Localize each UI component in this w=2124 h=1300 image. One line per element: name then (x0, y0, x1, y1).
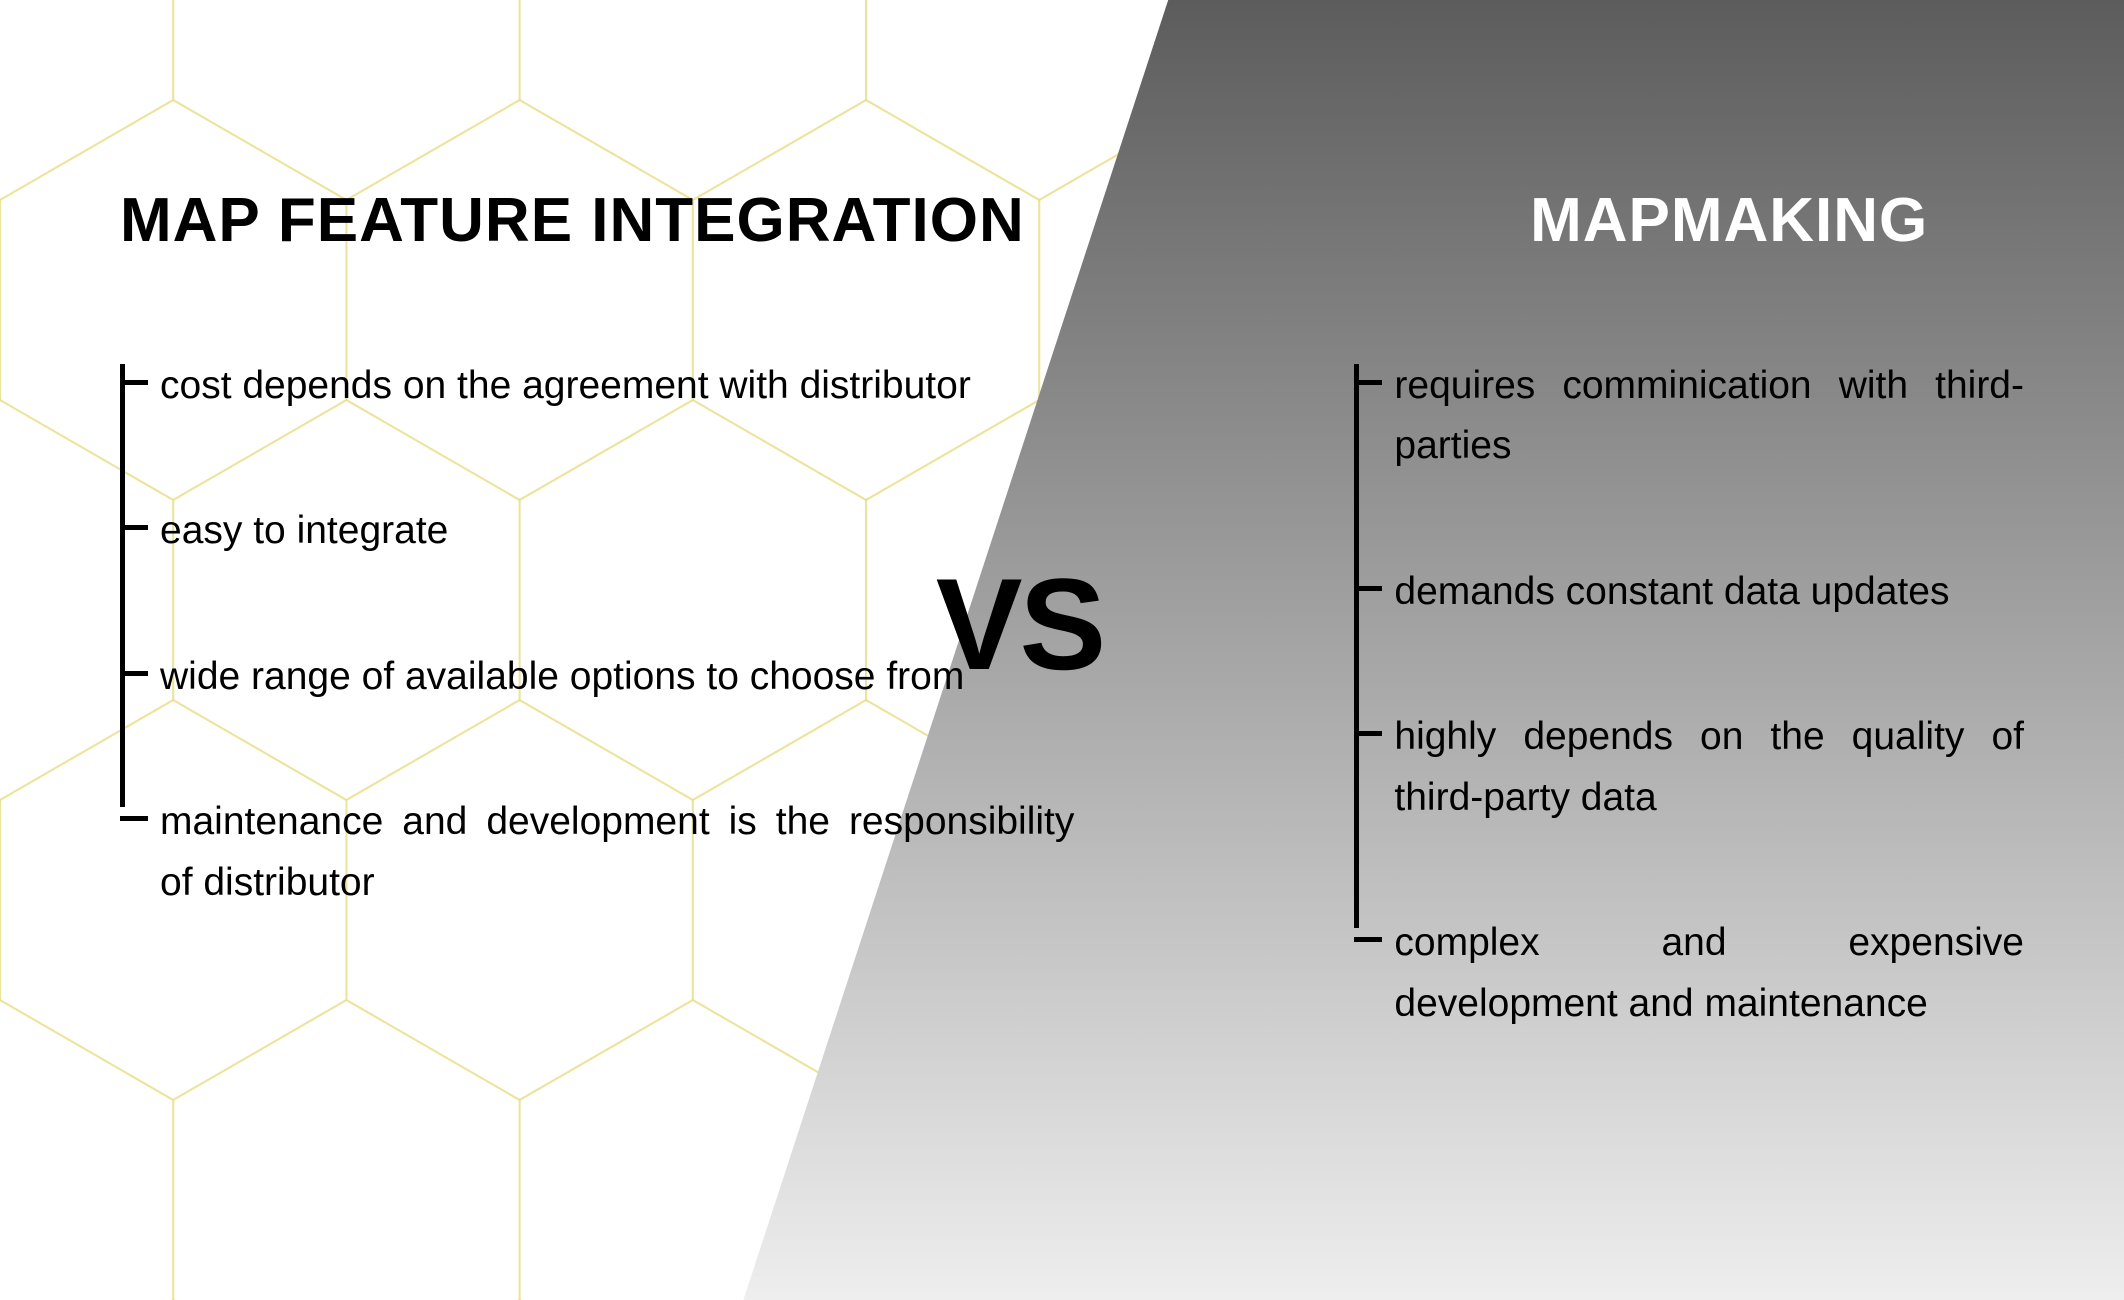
comparison-item: requires comminication with third-partie… (1394, 356, 2024, 477)
left-title: MAP FEATURE INTEGRATION (120, 185, 1074, 256)
comparison-container: MAP FEATURE INTEGRATION cost depends on … (0, 0, 2124, 1300)
comparison-item: cost depends on the agreement with distr… (160, 356, 1074, 416)
comparison-item: demands constant data updates (1394, 562, 2024, 622)
right-title: MAPMAKING (1434, 185, 2024, 256)
right-panel: MAPMAKING requires comminication with th… (1274, 0, 2124, 1300)
comparison-item: complex and expensive development and ma… (1394, 913, 2024, 1034)
left-items: cost depends on the agreement with distr… (120, 356, 1074, 913)
comparison-item: highly depends on the quality of third-p… (1394, 707, 2024, 828)
comparison-item: maintenance and development is the respo… (160, 792, 1074, 913)
left-bracket-line (120, 364, 125, 807)
vs-label: VS (936, 549, 1103, 699)
right-bracket-line (1354, 364, 1359, 928)
right-items: requires comminication with third-partie… (1354, 356, 2024, 1034)
